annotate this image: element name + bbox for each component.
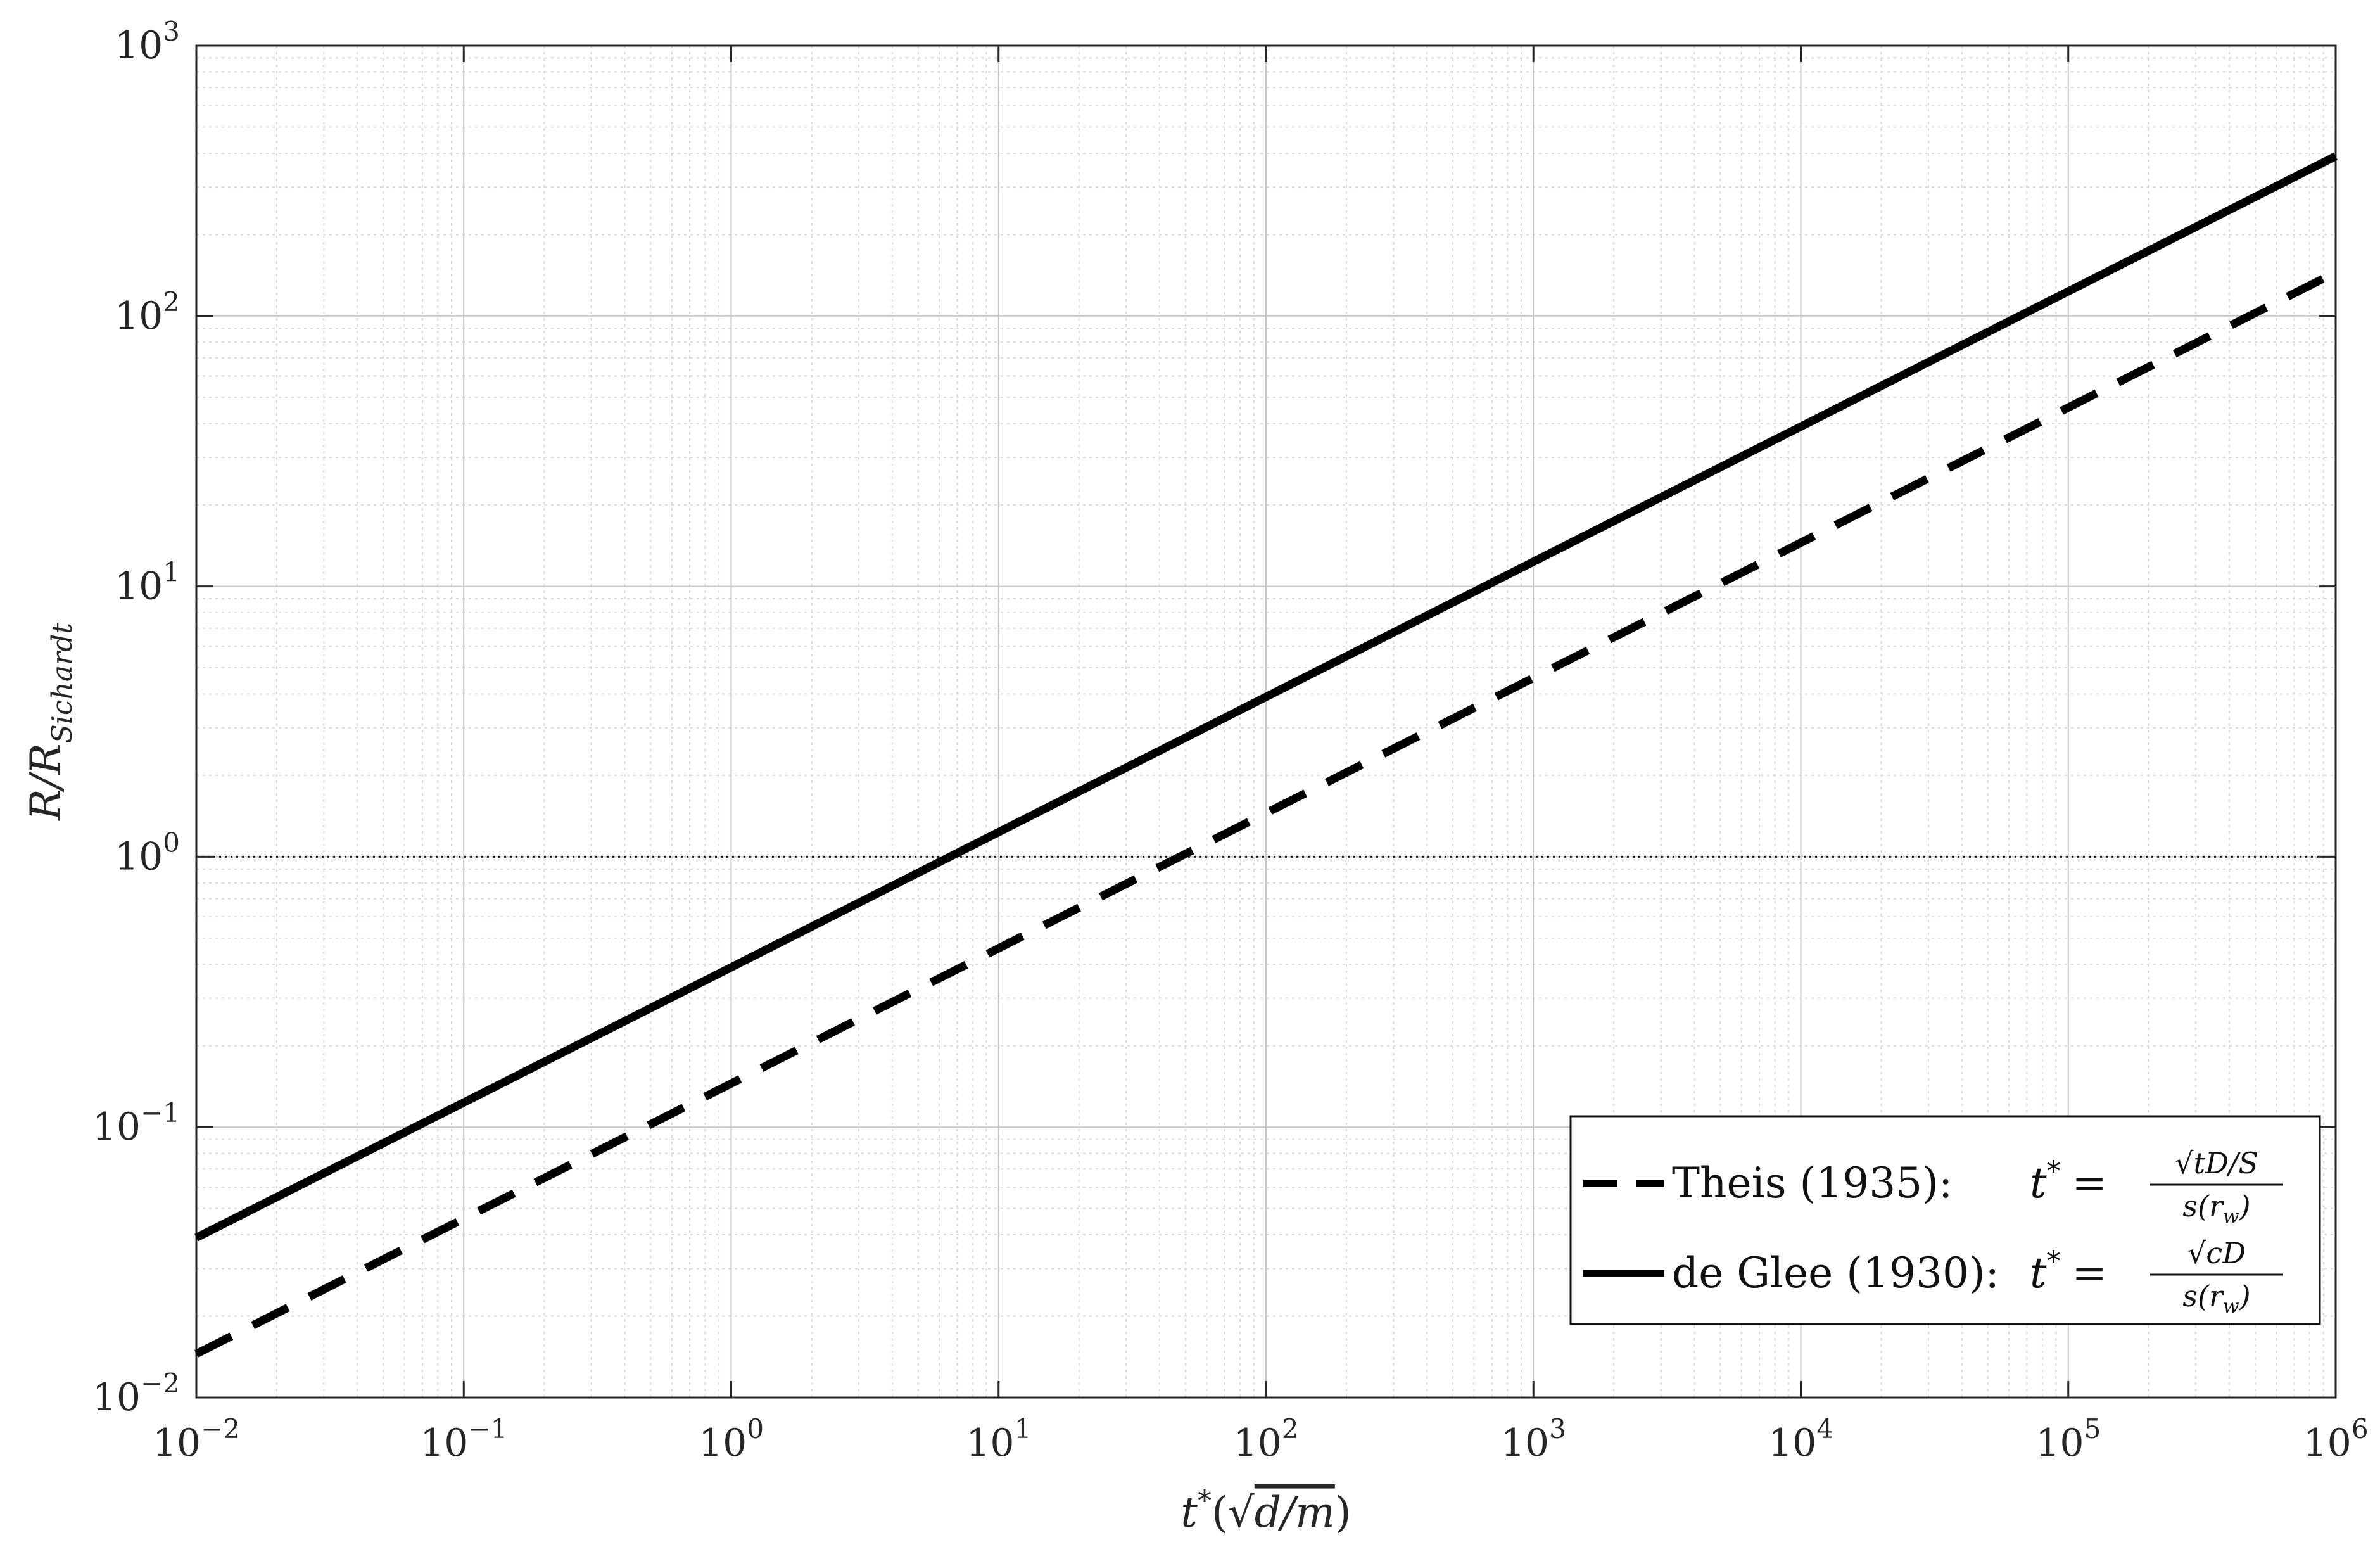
legend-formula-numerator-theis: √tD/S — [2175, 1146, 2258, 1180]
x-tick-label: 103 — [1501, 1413, 1566, 1465]
x-tick-label: 104 — [1768, 1413, 1833, 1465]
legend-formula-denominator-deglee: s(rw) — [2182, 1279, 2250, 1318]
legend-formula-numerator-deglee: √cD — [2187, 1236, 2246, 1270]
y-axis-ticks: 10−2 10−1 100 101 102 103 — [92, 16, 2336, 1420]
y-tick-label: 103 — [115, 16, 180, 68]
legend-equation-lhs-deglee: t* = — [2030, 1245, 2107, 1297]
legend-box — [1569, 1115, 2321, 1325]
legend-formula-denominator-theis: s(rw) — [2182, 1189, 2250, 1228]
legend: Theis (1935): t* = √tD/S s(rw) de Glee (1… — [1569, 1115, 2321, 1325]
x-tick-label: 10−2 — [153, 1413, 240, 1465]
x-tick-label: 102 — [1233, 1413, 1298, 1465]
y-tick-label: 100 — [115, 827, 180, 879]
legend-entry-deglee: de Glee (1930): t* = √cD s(rw) — [1583, 1236, 2283, 1318]
x-tick-label: 106 — [2303, 1413, 2368, 1465]
legend-entry-theis: Theis (1935): t* = √tD/S s(rw) — [1583, 1146, 2283, 1228]
minor-grid — [196, 46, 2336, 1398]
y-axis-label: R/RSichardt — [22, 623, 79, 821]
x-axis-label: t*(√d/m) — [1181, 1485, 1351, 1537]
x-tick-label: 100 — [699, 1413, 764, 1465]
series-layer — [194, 152, 2338, 1358]
x-tick-label: 101 — [966, 1413, 1031, 1465]
legend-equation-lhs-theis: t* = — [2030, 1156, 2107, 1207]
y-tick-label: 102 — [115, 286, 180, 338]
series-line-deglee — [194, 152, 2338, 1242]
legend-label-deglee: de Glee (1930): — [1672, 1249, 1999, 1297]
series-line-theis — [194, 269, 2338, 1358]
y-tick-label: 101 — [115, 557, 180, 609]
y-tick-label: 10−1 — [92, 1097, 180, 1149]
x-axis-ticks: 10−2 10−1 100 101 102 103 104 105 106 — [153, 46, 2369, 1465]
legend-label-theis: Theis (1935): — [1672, 1159, 1953, 1207]
y-tick-label: 10−2 — [92, 1368, 180, 1420]
x-tick-label: 105 — [2035, 1413, 2101, 1465]
x-tick-label: 10−1 — [420, 1413, 507, 1465]
